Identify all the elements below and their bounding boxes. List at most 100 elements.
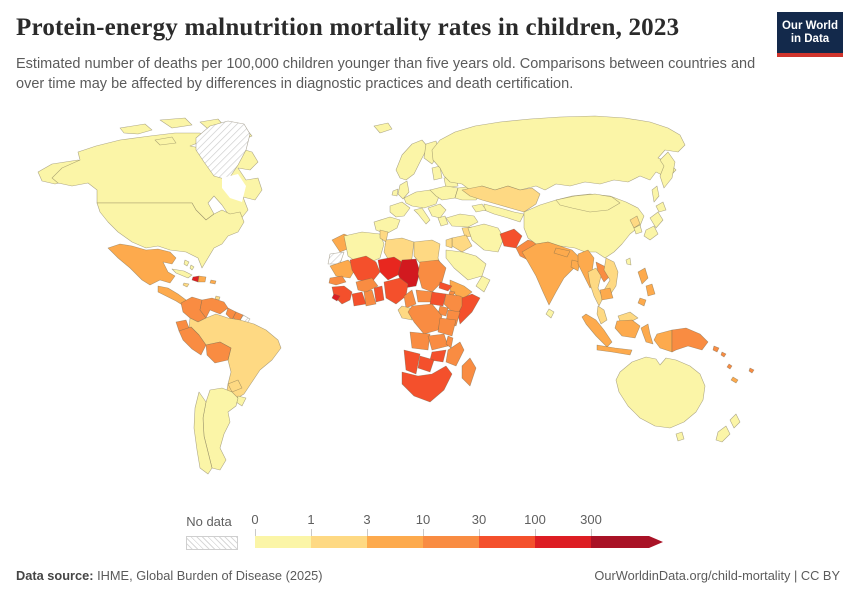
country-namibia[interactable] xyxy=(403,349,421,375)
country-united-kingdom[interactable] xyxy=(397,180,410,200)
country-burkina-faso[interactable] xyxy=(355,277,379,293)
country-australia[interactable] xyxy=(615,356,706,429)
country-france[interactable] xyxy=(389,201,411,218)
country-botswana[interactable] xyxy=(417,355,435,373)
country-mauritania[interactable] xyxy=(329,259,357,279)
country-borneo-malaysia[interactable] xyxy=(617,311,639,322)
country-sierra-leone[interactable] xyxy=(331,293,341,302)
country-zambia[interactable] xyxy=(427,333,449,351)
country-iran[interactable] xyxy=(467,223,505,253)
legend-bin-3-10[interactable] xyxy=(367,536,423,548)
country-saudi-arabia[interactable] xyxy=(445,249,487,281)
country-bahamas[interactable] xyxy=(183,259,195,271)
country-united-states[interactable] xyxy=(96,202,245,269)
country-cameroon[interactable] xyxy=(403,289,417,309)
country-philippines-luzon[interactable] xyxy=(637,267,649,285)
country-greece[interactable] xyxy=(437,215,449,227)
country-fiji[interactable] xyxy=(748,367,755,374)
country-peru[interactable] xyxy=(178,326,207,356)
country-sulawesi[interactable] xyxy=(640,323,654,345)
footer-link[interactable]: OurWorldinData.org/child-mortality | CC … xyxy=(594,568,840,583)
country-iceland[interactable] xyxy=(373,122,393,134)
country-jordan[interactable] xyxy=(445,237,453,249)
country-bolivia[interactable] xyxy=(205,341,232,364)
country-ireland[interactable] xyxy=(391,188,399,197)
owid-logo[interactable]: Our World in Data xyxy=(777,12,843,57)
country-north-korea[interactable] xyxy=(629,215,641,229)
country-togo-benin[interactable] xyxy=(373,285,385,303)
country-scandinavia[interactable] xyxy=(395,139,429,181)
country-ghana[interactable] xyxy=(363,289,377,307)
legend-bin-1-3[interactable] xyxy=(311,536,367,548)
country-jamaica[interactable] xyxy=(182,282,190,288)
country-mali[interactable] xyxy=(349,255,381,283)
country-baltics[interactable] xyxy=(431,165,443,181)
country-sudan[interactable] xyxy=(417,259,447,293)
country-new-guinea-west[interactable] xyxy=(653,329,673,353)
country-algeria[interactable] xyxy=(343,231,385,267)
country-south-africa[interactable] xyxy=(401,365,453,403)
country-iraq[interactable] xyxy=(451,234,473,253)
country-afghanistan[interactable] xyxy=(499,228,523,249)
country-angola[interactable] xyxy=(409,331,431,351)
country-venezuela[interactable] xyxy=(199,297,229,319)
country-south-sudan[interactable] xyxy=(429,291,447,307)
country-niger[interactable] xyxy=(377,256,403,281)
country-cuba[interactable] xyxy=(171,268,193,279)
country-chile[interactable] xyxy=(193,391,213,475)
country-turkey[interactable] xyxy=(445,213,479,228)
country-uganda[interactable] xyxy=(437,305,449,317)
country-taiwan[interactable] xyxy=(625,257,632,266)
country-greenland[interactable] xyxy=(195,120,251,181)
country-mozambique[interactable] xyxy=(445,341,465,367)
country-italy[interactable] xyxy=(413,207,431,225)
country-oman[interactable] xyxy=(475,275,491,293)
country-sakhalin[interactable] xyxy=(651,185,660,203)
country-mongolia[interactable] xyxy=(555,193,621,213)
country-madagascar[interactable] xyxy=(461,357,477,387)
legend-bin-30-100[interactable] xyxy=(479,536,535,548)
country-philippines-mindanao[interactable] xyxy=(637,297,647,307)
country-hokkaido[interactable] xyxy=(655,201,667,213)
country-papua-new-guinea[interactable] xyxy=(671,327,709,353)
country-borneo-indonesia[interactable] xyxy=(614,319,641,339)
country-eritrea[interactable] xyxy=(438,281,453,292)
country-tanzania[interactable] xyxy=(437,317,457,337)
legend-bin-10-30[interactable] xyxy=(423,536,479,548)
country-kamchatka[interactable] xyxy=(659,151,676,189)
country-kazakhstan[interactable] xyxy=(461,185,541,213)
country-drc[interactable] xyxy=(407,303,443,335)
country-sumatra[interactable] xyxy=(581,313,613,348)
country-iberia[interactable] xyxy=(373,216,401,235)
country-south-korea[interactable] xyxy=(633,224,643,235)
country-senegal[interactable] xyxy=(328,275,347,286)
country-mexico[interactable] xyxy=(107,243,177,286)
country-new-zealand-north[interactable] xyxy=(729,413,741,429)
country-india[interactable] xyxy=(521,241,581,306)
country-cote-divoire[interactable] xyxy=(351,291,367,307)
country-russia[interactable] xyxy=(431,115,686,191)
country-malay-peninsula[interactable] xyxy=(596,305,608,325)
country-solomon-islands[interactable] xyxy=(712,345,727,358)
country-dominican-republic[interactable] xyxy=(197,275,207,283)
country-central-europe[interactable] xyxy=(403,189,441,209)
legend-bin-100-300[interactable] xyxy=(535,536,591,548)
country-new-caledonia[interactable] xyxy=(730,376,739,384)
country-java[interactable] xyxy=(596,344,633,356)
country-balkans[interactable] xyxy=(427,203,447,219)
country-japan-south[interactable] xyxy=(643,225,659,241)
country-congo-gabon[interactable] xyxy=(397,305,413,321)
country-nepal[interactable] xyxy=(553,247,571,258)
country-puerto-rico[interactable] xyxy=(209,279,217,285)
country-cambodia[interactable] xyxy=(599,287,614,301)
country-tasmania[interactable] xyxy=(675,431,685,442)
legend-no-data-swatch[interactable] xyxy=(186,536,238,550)
country-uzbekistan-turkmenistan[interactable] xyxy=(483,203,525,223)
country-zimbabwe[interactable] xyxy=(429,349,447,363)
country-new-zealand-south[interactable] xyxy=(715,425,731,443)
legend-bin-0-1[interactable] xyxy=(255,536,311,548)
country-philippines-visayas[interactable] xyxy=(645,283,656,297)
country-sri-lanka[interactable] xyxy=(545,308,555,319)
country-japan[interactable] xyxy=(649,211,664,229)
legend-bin-300+[interactable] xyxy=(591,536,663,548)
